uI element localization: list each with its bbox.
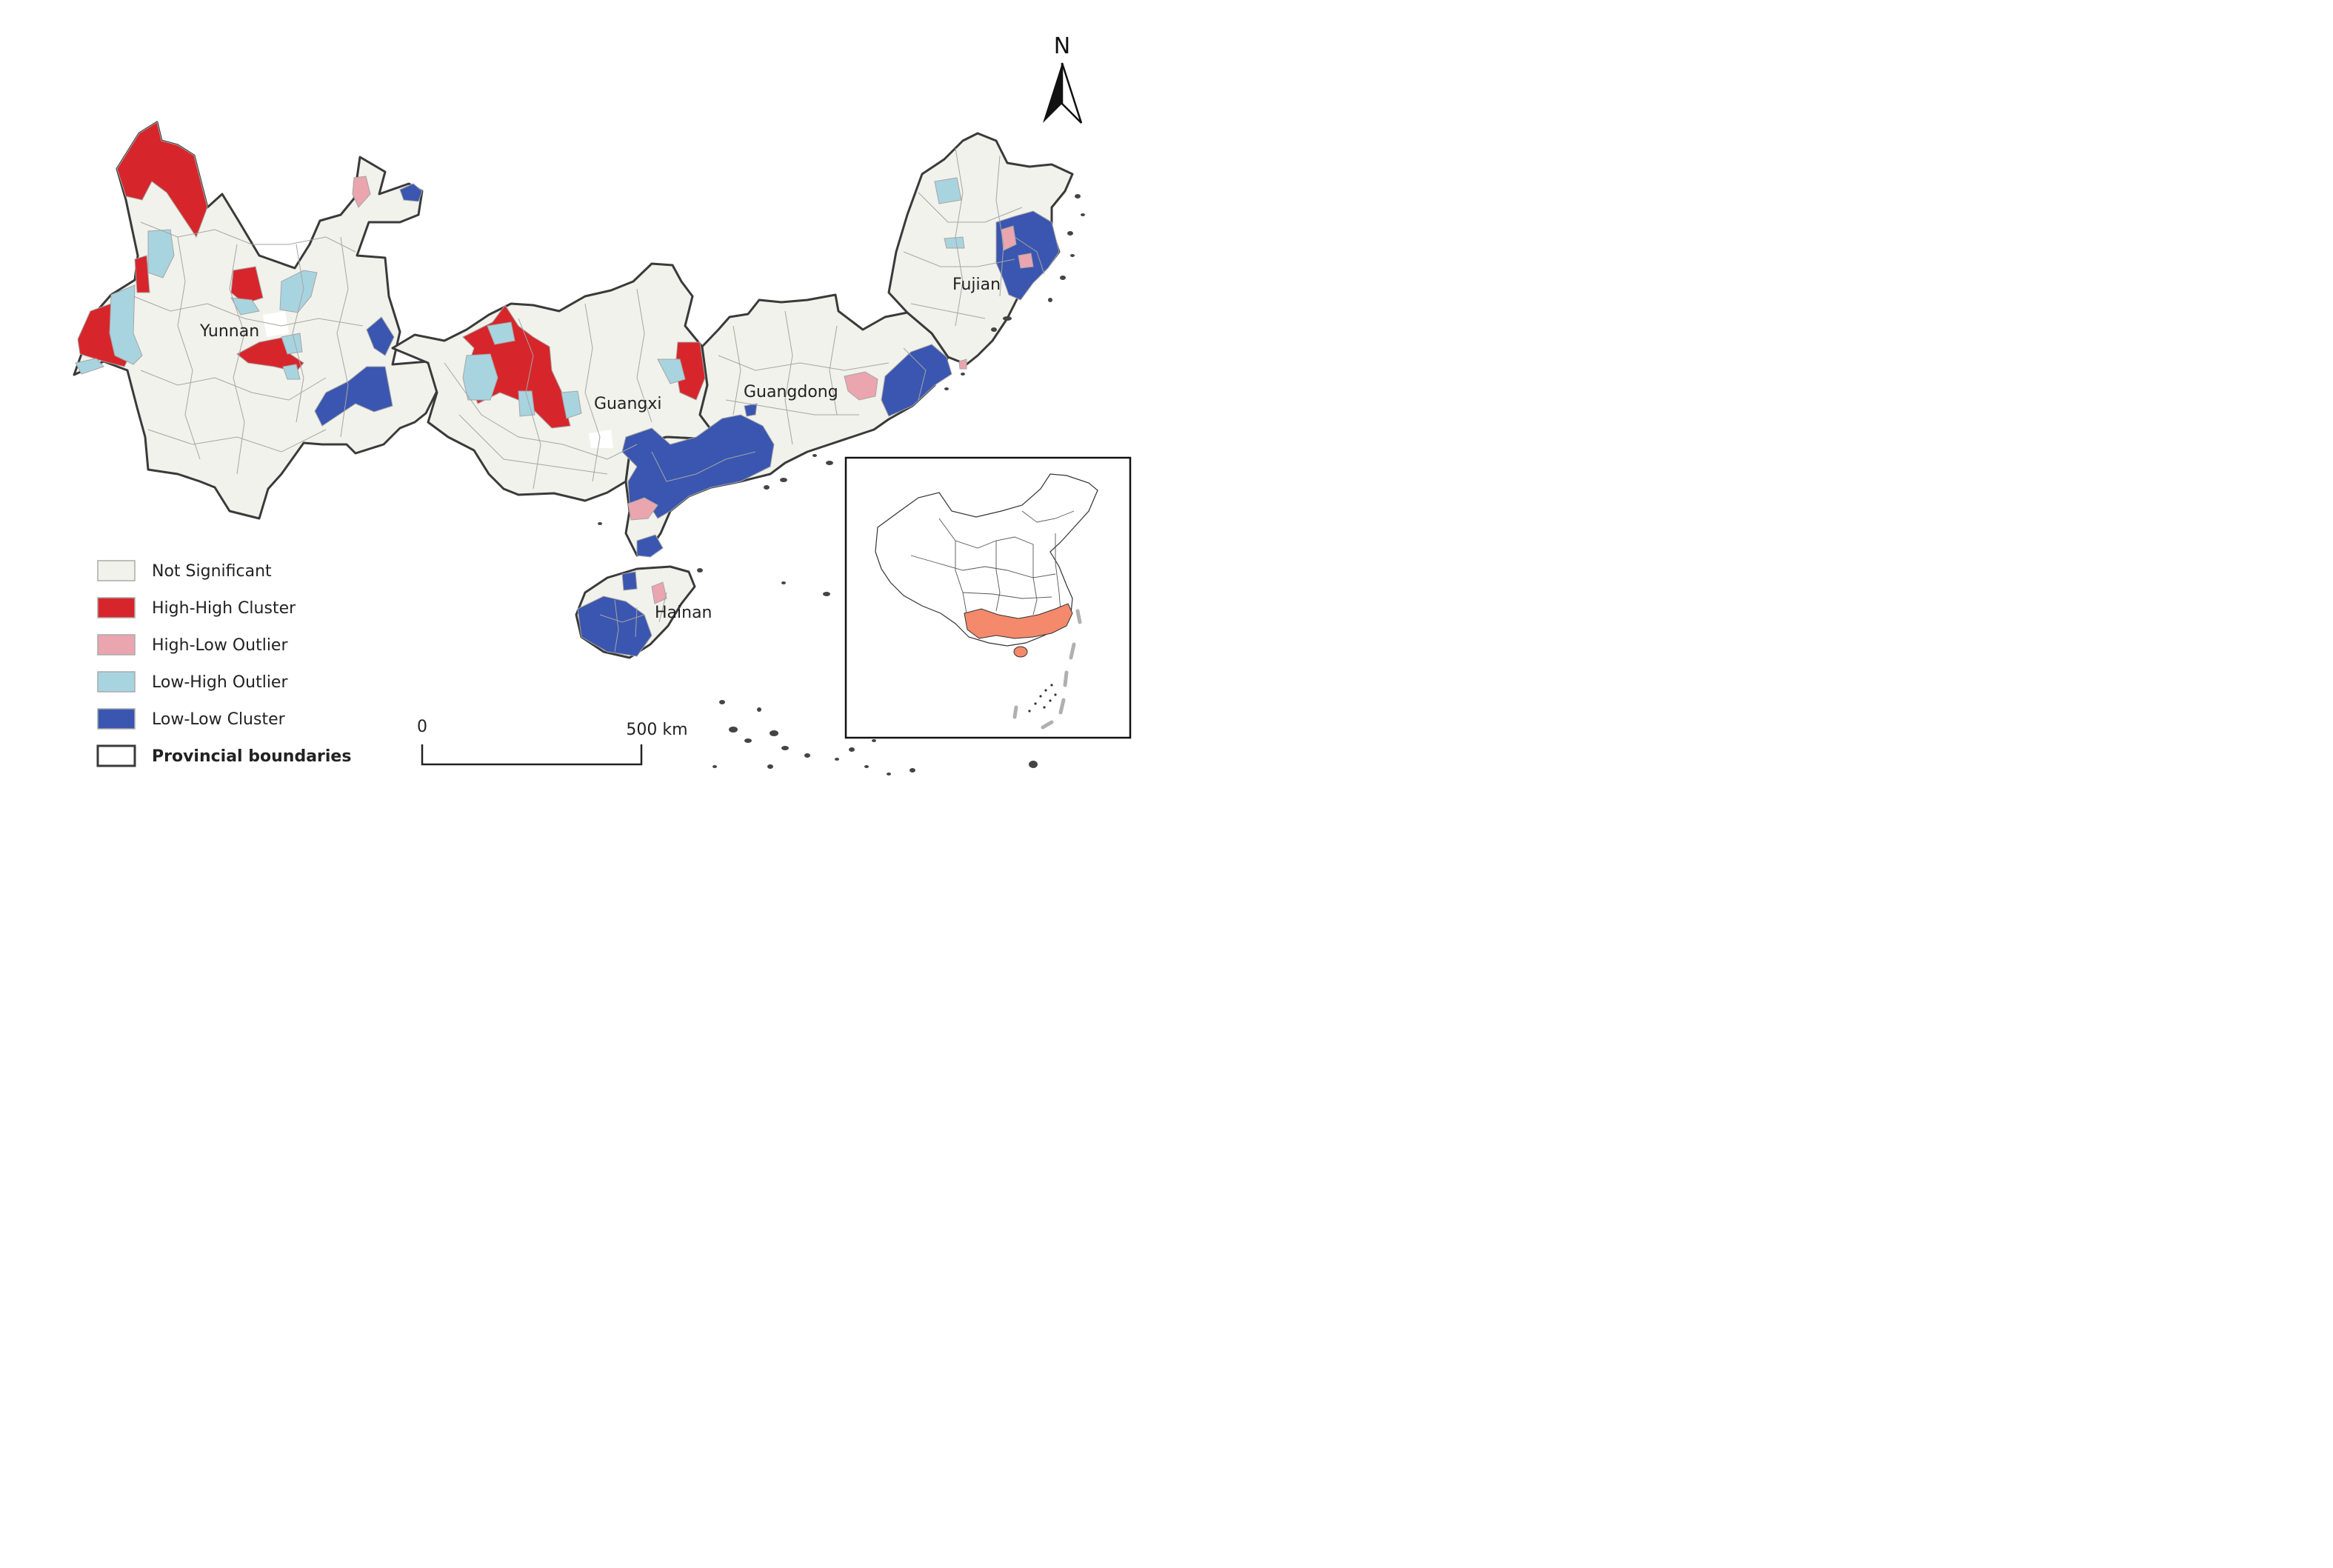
high-low-outlier-region (627, 497, 658, 521)
low-low-cluster-region (366, 316, 395, 356)
high-low-outlier-region (651, 581, 667, 604)
low-low-cluster-region (314, 366, 393, 427)
inset-hainan (1013, 646, 1028, 658)
province-label-guangdong: Guangdong (744, 383, 838, 401)
cluster-overlays (75, 121, 1060, 657)
inset-nine-dash-line (1012, 609, 1082, 730)
inset-internal-borders (910, 510, 1075, 615)
low-low-cluster-region (621, 414, 775, 519)
legend-swatch (97, 634, 136, 655)
low-low-cluster-region (744, 403, 758, 417)
high-high-cluster-region (230, 266, 264, 304)
scale-bar: 0 500 km (417, 718, 688, 766)
low-high-outlier-region (279, 270, 318, 313)
inset-islands (1028, 684, 1057, 713)
high-low-outlier-region (958, 358, 967, 370)
legend-swatch-boundary (96, 744, 136, 767)
high-high-cluster-region (116, 121, 208, 238)
low-high-outlier-region (487, 321, 515, 345)
legend: Not Significant High-High Cluster High-L… (96, 560, 351, 767)
legend-label: High-Low Outlier (152, 636, 288, 655)
legend-item: High-Low Outlier (97, 634, 288, 655)
legend-swatch (97, 671, 136, 693)
low-high-outlier-region (109, 284, 143, 365)
inset-map (844, 456, 1132, 739)
low-low-cluster-region (881, 344, 952, 417)
legend-item: Low-Low Cluster (97, 708, 286, 730)
low-low-cluster-region (621, 571, 638, 591)
legend-item: Low-High Outlier (97, 671, 288, 693)
low-high-outlier-region (561, 390, 582, 419)
inset-study-area (964, 603, 1073, 639)
low-high-outlier-region (75, 358, 104, 375)
legend-swatch (97, 597, 136, 618)
legend-label-boundary: Provincial boundaries (152, 747, 351, 766)
low-low-cluster-region (636, 534, 664, 558)
low-high-outlier-region (230, 297, 260, 316)
inset-china-outline (875, 473, 1098, 647)
high-high-cluster-region (134, 255, 150, 293)
lisa-cluster-map: Yunnan Guangxi Guangdong Fujian Hainan N… (73, 33, 1132, 775)
scale-bar-start-label: 0 (417, 718, 427, 736)
high-low-outlier-region (844, 371, 878, 401)
high-low-outlier-region (1018, 253, 1034, 269)
no-data-region (263, 311, 289, 337)
legend-swatch (97, 708, 136, 730)
province-labels: Yunnan Guangxi Guangdong Fujian Hainan (199, 276, 1001, 622)
legend-item-boundary: Provincial boundaries (96, 744, 351, 767)
province-fujian (887, 132, 1074, 366)
coastal-islands (598, 194, 1085, 775)
province-label-guangxi: Guangxi (594, 395, 662, 413)
low-high-outlier-region (944, 236, 965, 249)
scale-bar-end-label: 500 km (626, 721, 687, 739)
low-low-cluster-region (577, 595, 652, 657)
legend-label: High-High Cluster (152, 599, 296, 618)
province-label-hainan: Hainan (655, 604, 712, 622)
legend-label: Low-Low Cluster (152, 710, 286, 729)
legend-item: Not Significant (97, 560, 272, 581)
legend-swatch (97, 560, 136, 581)
high-low-outlier-region (352, 176, 371, 208)
county-boundaries (133, 147, 1045, 653)
low-high-outlier-region (282, 364, 301, 380)
north-arrow-icon: N (1043, 33, 1083, 124)
legend-label: Low-High Outlier (152, 673, 288, 692)
low-high-outlier-region (934, 177, 962, 204)
legend-label: Not Significant (152, 562, 272, 581)
low-high-outlier-region (281, 333, 303, 355)
legend-item: High-High Cluster (97, 597, 296, 618)
province-label-fujian: Fujian (952, 276, 1001, 294)
low-high-outlier-region (657, 358, 686, 384)
low-low-cluster-region (399, 183, 423, 202)
no-data-region (589, 430, 613, 448)
low-high-outlier-region (147, 229, 175, 278)
province-label-yunnan: Yunnan (199, 322, 259, 341)
north-arrow-label: N (1054, 33, 1070, 59)
high-low-outlier-region (1001, 225, 1017, 251)
low-high-outlier-region (462, 353, 498, 401)
